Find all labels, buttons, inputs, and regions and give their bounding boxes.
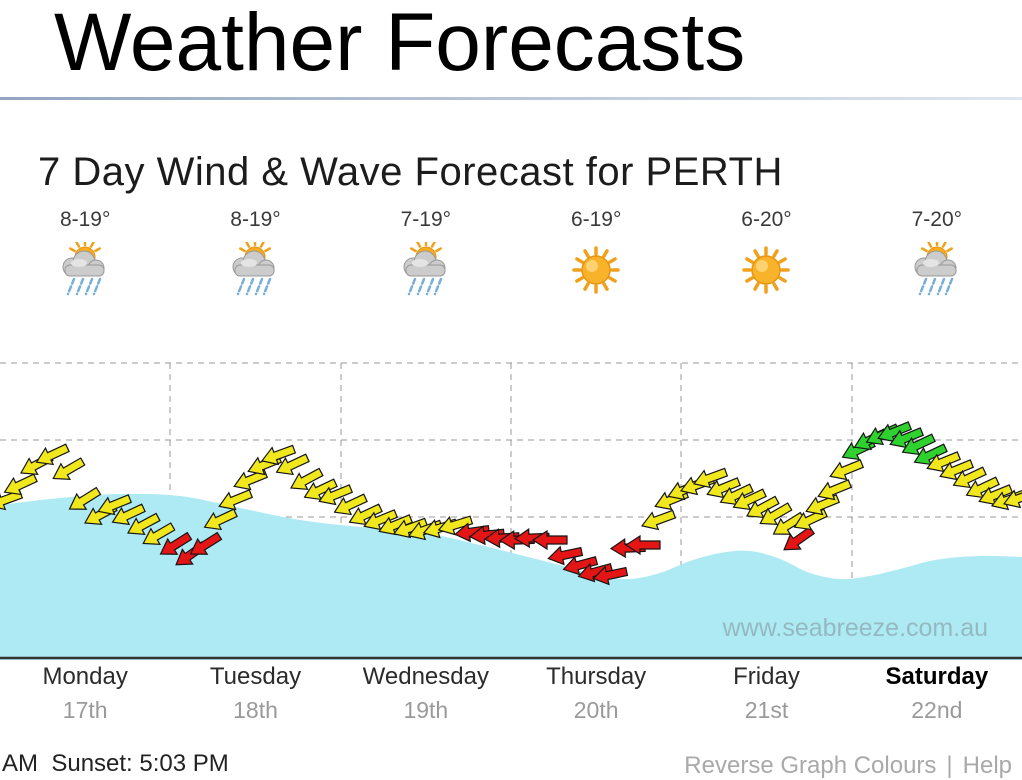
wind-arrow <box>978 484 1014 506</box>
day-date: 19th <box>403 697 449 723</box>
day-header-friday: 6-20° <box>681 208 851 302</box>
sun-icon <box>734 242 798 302</box>
day-name: Friday <box>733 663 800 690</box>
reverse-graph-colours-link[interactable]: Reverse Graph Colours <box>684 752 937 779</box>
wind-arrow <box>746 495 780 519</box>
day-header-wednesday: 7-19° <box>341 208 511 302</box>
forecast-day-header-row: 8-19° 8-19° 7-19° 6-19° 6-20° 7-20° <box>0 208 1022 302</box>
day-name: Tuesday <box>209 663 302 690</box>
day-label-wednesday: Wednesday 19th <box>341 663 511 724</box>
wind-arrow <box>260 444 297 466</box>
wind-arrow <box>817 479 853 501</box>
wind-arrow <box>363 509 399 531</box>
day-name: Wednesday <box>362 663 489 690</box>
wind-arrow <box>189 531 223 555</box>
wind-arrow <box>35 443 70 466</box>
day-axis-row: Monday 17th Tuesday 18th Wednesday 19th Thursd… <box>0 663 1022 724</box>
wind-wave-chart: www.seabreeze.com.au <box>0 362 1022 660</box>
wind-arrow <box>829 459 865 481</box>
wind-arrow <box>592 565 629 586</box>
wind-arrow <box>318 484 354 506</box>
day-label-saturday: Saturday 22nd <box>852 663 1022 724</box>
wind-arrow <box>624 534 661 556</box>
day-date: 17th <box>62 697 108 723</box>
day-temp-range: 8-19° <box>230 208 281 231</box>
day-temp-range: 6-20° <box>741 208 792 231</box>
wind-arrow <box>719 483 754 506</box>
day-temp-range: 7-19° <box>400 208 452 231</box>
day-temp-range: 8-19° <box>59 208 111 231</box>
day-date: 22nd <box>911 697 963 723</box>
help-link[interactable]: Help <box>962 752 1012 779</box>
sun-icon <box>564 242 628 302</box>
wind-arrow <box>772 511 806 535</box>
day-header-monday: 8-19° <box>0 208 170 302</box>
rain-cloud-icon <box>223 238 287 302</box>
wind-arrow <box>333 493 368 516</box>
day-date: 20th <box>573 697 619 723</box>
day-label-tuesday: Tuesday 18th <box>170 663 340 724</box>
wind-arrow <box>706 477 742 499</box>
wind-arrow <box>640 509 677 531</box>
day-date: 21st <box>744 697 789 723</box>
wind-arrow <box>303 478 338 501</box>
wind-arrow <box>127 512 161 536</box>
wind-arrow <box>877 421 913 443</box>
day-header-tuesday: 8-19° <box>170 208 340 302</box>
wind-arrow <box>547 545 584 566</box>
wind-arrow <box>692 467 729 489</box>
forecast-heading: 7 Day Wind & Wave Forecast for PERTH <box>38 150 783 194</box>
day-name: Saturday <box>885 663 989 690</box>
day-temp-range: 7-20° <box>911 208 963 231</box>
wind-arrow <box>348 503 383 526</box>
wind-arrow <box>159 531 193 555</box>
wind-arrow <box>889 427 925 449</box>
wind-arrow <box>531 529 568 551</box>
day-name: Thursday <box>546 663 647 690</box>
day-label-monday: Monday 17th <box>0 663 170 724</box>
wind-arrow <box>275 453 310 476</box>
day-header-saturday: 7-20° <box>852 208 1022 302</box>
day-temp-range: 6-19° <box>570 208 622 231</box>
day-header-thursday: 6-19° <box>511 208 681 302</box>
chart-footer-links: Reverse Graph Colours | Help <box>684 752 1012 780</box>
wind-arrow <box>939 459 975 481</box>
wind-arrow <box>290 467 324 491</box>
wave-area <box>0 493 1022 660</box>
day-label-thursday: Thursday 20th <box>511 663 681 724</box>
wind-arrow <box>3 473 38 496</box>
wind-arrow <box>142 522 176 545</box>
day-label-friday: Friday 21st <box>681 663 851 724</box>
wind-arrow <box>68 486 102 510</box>
wind-arrow <box>218 489 254 511</box>
wind-arrow <box>562 555 599 576</box>
wind-arrow <box>965 476 1000 499</box>
rain-cloud-icon <box>53 238 117 302</box>
sunset-time-text: AM Sunset: 5:03 PM <box>2 750 229 777</box>
wind-arrow <box>111 503 146 526</box>
wind-arrow <box>759 502 793 525</box>
wind-arrow <box>952 466 987 489</box>
title-underline <box>0 97 1022 100</box>
wind-arrow <box>926 451 962 473</box>
link-separator: | <box>946 752 953 779</box>
rain-cloud-icon <box>394 238 458 302</box>
wind-arrow <box>901 433 936 456</box>
wind-arrow <box>97 494 133 516</box>
wind-arrow <box>913 443 948 466</box>
day-name: Monday <box>42 663 128 690</box>
day-date: 18th <box>233 697 278 723</box>
page-title: Weather Forecasts <box>54 0 746 88</box>
wind-arrow <box>1002 487 1022 509</box>
wind-arrow <box>52 457 86 480</box>
watermark: www.seabreeze.com.au <box>722 614 988 642</box>
rain-cloud-icon <box>905 238 969 302</box>
wind-arrow <box>732 488 767 511</box>
wind-arrow <box>203 508 238 531</box>
wind-arrow <box>437 515 474 536</box>
